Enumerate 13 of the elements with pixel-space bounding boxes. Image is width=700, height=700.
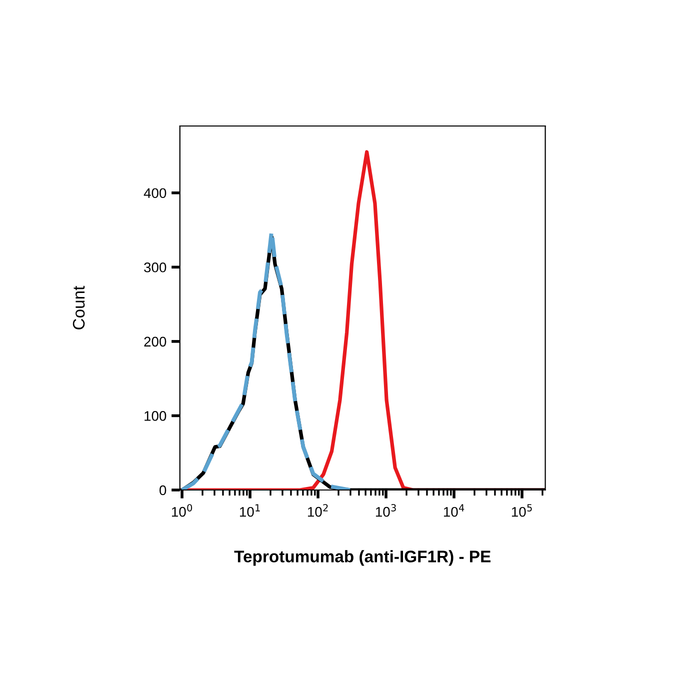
x-tick-label: 10$^{4}$ bbox=[444, 504, 464, 517]
x-tick-label: 10$^{5}$ bbox=[512, 504, 532, 517]
x-tick-label: 10$^{1}$ bbox=[240, 504, 260, 517]
x-axis-title: Teprotumumab (anti-IGF1R) - PE bbox=[234, 550, 491, 566]
y-tick-label: 300 bbox=[144, 262, 166, 272]
x-tick-label: 10$^{3}$ bbox=[376, 504, 396, 517]
y-tick-label: 200 bbox=[144, 336, 166, 347]
y-tick-label: 100 bbox=[144, 411, 166, 421]
y-tick-label: 0 bbox=[160, 485, 166, 496]
y-tick-label: 400 bbox=[144, 188, 166, 198]
y-axis-title: Count bbox=[72, 286, 85, 330]
x-tick-label: 10$^{2}$ bbox=[308, 504, 328, 517]
x-tick-label: 10$^{0}$ bbox=[172, 504, 192, 517]
